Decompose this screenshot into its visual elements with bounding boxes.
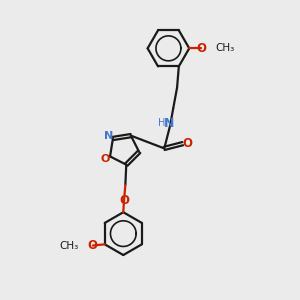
Text: O: O: [100, 154, 110, 164]
Text: CH₃: CH₃: [59, 241, 79, 250]
Text: O: O: [182, 137, 193, 150]
Text: O: O: [88, 239, 98, 252]
Text: O: O: [197, 42, 207, 55]
Text: O: O: [119, 194, 129, 206]
Text: H: H: [158, 118, 165, 128]
Text: N: N: [104, 131, 113, 141]
Text: CH₃: CH₃: [215, 44, 235, 53]
Text: N: N: [164, 117, 175, 130]
